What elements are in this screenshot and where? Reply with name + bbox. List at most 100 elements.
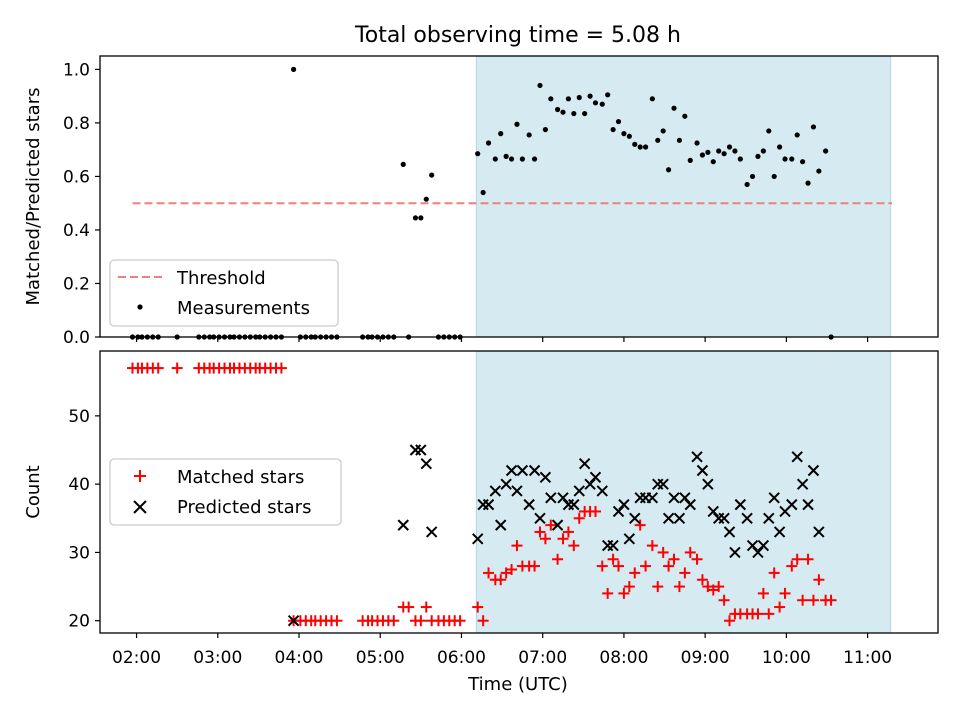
measurements-point — [682, 113, 688, 119]
y-tick-label: 0.4 — [63, 221, 90, 241]
predicted-stars-point — [500, 478, 512, 490]
predicted-stars-point — [539, 471, 552, 484]
matched-stars-point — [171, 362, 183, 374]
measurements-point — [721, 151, 727, 157]
y-tick-label: 50 — [68, 407, 90, 427]
ratio-y-ticks: 0.0 0.2 0.4 0.6 0.8 1.0 — [63, 60, 100, 348]
matched-stars-point — [607, 553, 619, 565]
matched-stars-point — [813, 574, 825, 586]
predicted-stars-point — [723, 526, 736, 538]
predicted-stars-point — [786, 498, 798, 511]
y-tick-label: 0.2 — [63, 274, 90, 294]
x-tick-label: 07:00 — [518, 648, 567, 668]
measurements-point — [503, 153, 509, 159]
predicted-stars-point — [489, 485, 502, 497]
matched-stars-point — [388, 615, 400, 627]
matched-stars-point — [691, 553, 703, 565]
measurements-point — [290, 66, 297, 72]
measurements-point — [610, 126, 616, 133]
measurements-point — [582, 110, 588, 117]
measurements-point — [605, 92, 611, 98]
matched-stars-point — [802, 553, 814, 565]
ratio-x-ticks — [135, 337, 869, 342]
matched-stars-point — [331, 615, 343, 627]
matched-stars-point — [779, 587, 791, 599]
measurements-point — [423, 196, 429, 202]
matched-stars-point — [768, 567, 780, 579]
measurements-point — [475, 151, 481, 157]
matched-stars-point — [786, 560, 798, 572]
measurements-point — [429, 172, 435, 178]
predicted-stars-point — [662, 512, 675, 524]
count-marks — [126, 362, 837, 627]
measurements-point — [699, 152, 706, 158]
x-tick-label: 03:00 — [193, 648, 242, 668]
predicted-stars-point — [573, 485, 585, 497]
predicted-stars-point — [589, 471, 602, 484]
measurements-point — [560, 109, 566, 115]
x-tick-label: 05:00 — [356, 648, 405, 668]
x-tick-label: 08:00 — [599, 648, 648, 668]
predicted-stars-point — [287, 615, 300, 627]
measurements-point — [531, 156, 538, 162]
measurements-point — [676, 137, 683, 143]
measurements-point — [400, 161, 406, 167]
matched-stars-point — [618, 587, 630, 599]
predicted-stars-point — [528, 464, 541, 477]
matched-stars-point — [573, 512, 585, 524]
predicted-stars-point — [425, 526, 438, 538]
measurements-point — [823, 148, 829, 154]
chart-title: Total observing time = 5.08 h — [354, 23, 681, 48]
matched-stars-point — [696, 574, 708, 586]
predicted-stars-point — [684, 498, 696, 511]
predicted-stars-point — [523, 498, 535, 511]
matched-stars-point — [752, 608, 764, 620]
observing-window-band — [475, 350, 892, 634]
matched-stars-point — [825, 594, 837, 606]
measurements-point — [418, 215, 424, 221]
predicted-stars-point — [718, 512, 730, 524]
x-tick-label: 11:00 — [843, 648, 892, 668]
measurements-point — [760, 148, 766, 154]
matched-stars-point — [797, 594, 809, 606]
predicted-stars-point — [495, 519, 507, 531]
measurements-point — [665, 167, 672, 173]
measurements-point — [726, 144, 733, 150]
matched-stars-legend-label: Matched stars — [177, 467, 304, 488]
matched-stars-point — [602, 587, 614, 599]
matched-stars-point — [613, 560, 625, 572]
matched-stars-point — [534, 526, 546, 538]
ratio-axes-frame — [99, 55, 939, 338]
measurements-point — [514, 121, 520, 127]
measurements-point — [782, 156, 788, 162]
predicted-stars-point — [505, 464, 518, 477]
matched-stars-point — [511, 540, 523, 552]
predicted-stars-point — [623, 533, 636, 545]
measurements-point — [576, 94, 582, 101]
predicted-stars-legend-swatch — [133, 500, 147, 514]
measurements-point — [749, 173, 756, 180]
measurements-point — [519, 156, 525, 162]
predicted-stars-point — [813, 526, 825, 538]
matched-stars-point — [657, 546, 669, 558]
matched-stars-point — [568, 540, 580, 552]
predicted-stars-point — [578, 457, 591, 470]
y-tick-label: 0.8 — [63, 114, 90, 134]
predicted-stars-point — [511, 485, 523, 497]
measurements-point — [632, 141, 638, 147]
matched-stars-point — [724, 615, 736, 627]
x-tick-label: 09:00 — [681, 648, 730, 668]
measurements-point — [794, 132, 800, 138]
predicted-stars-point — [551, 519, 564, 531]
predicted-stars-point — [802, 498, 814, 511]
predicted-stars-legend-label: Predicted stars — [177, 497, 311, 518]
predicted-stars-point — [668, 492, 680, 504]
y-tick-label: 20 — [68, 612, 90, 632]
measurements-point — [480, 189, 486, 196]
matched-stars-point — [652, 581, 664, 593]
predicted-stars-point — [691, 451, 703, 463]
measurements-point — [537, 82, 543, 89]
matched-stars-point — [589, 505, 601, 517]
measurements-point — [621, 131, 627, 137]
